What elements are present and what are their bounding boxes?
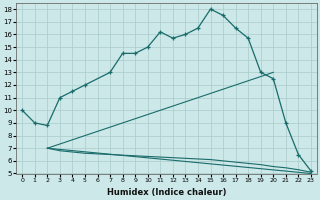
X-axis label: Humidex (Indice chaleur): Humidex (Indice chaleur) (107, 188, 226, 197)
